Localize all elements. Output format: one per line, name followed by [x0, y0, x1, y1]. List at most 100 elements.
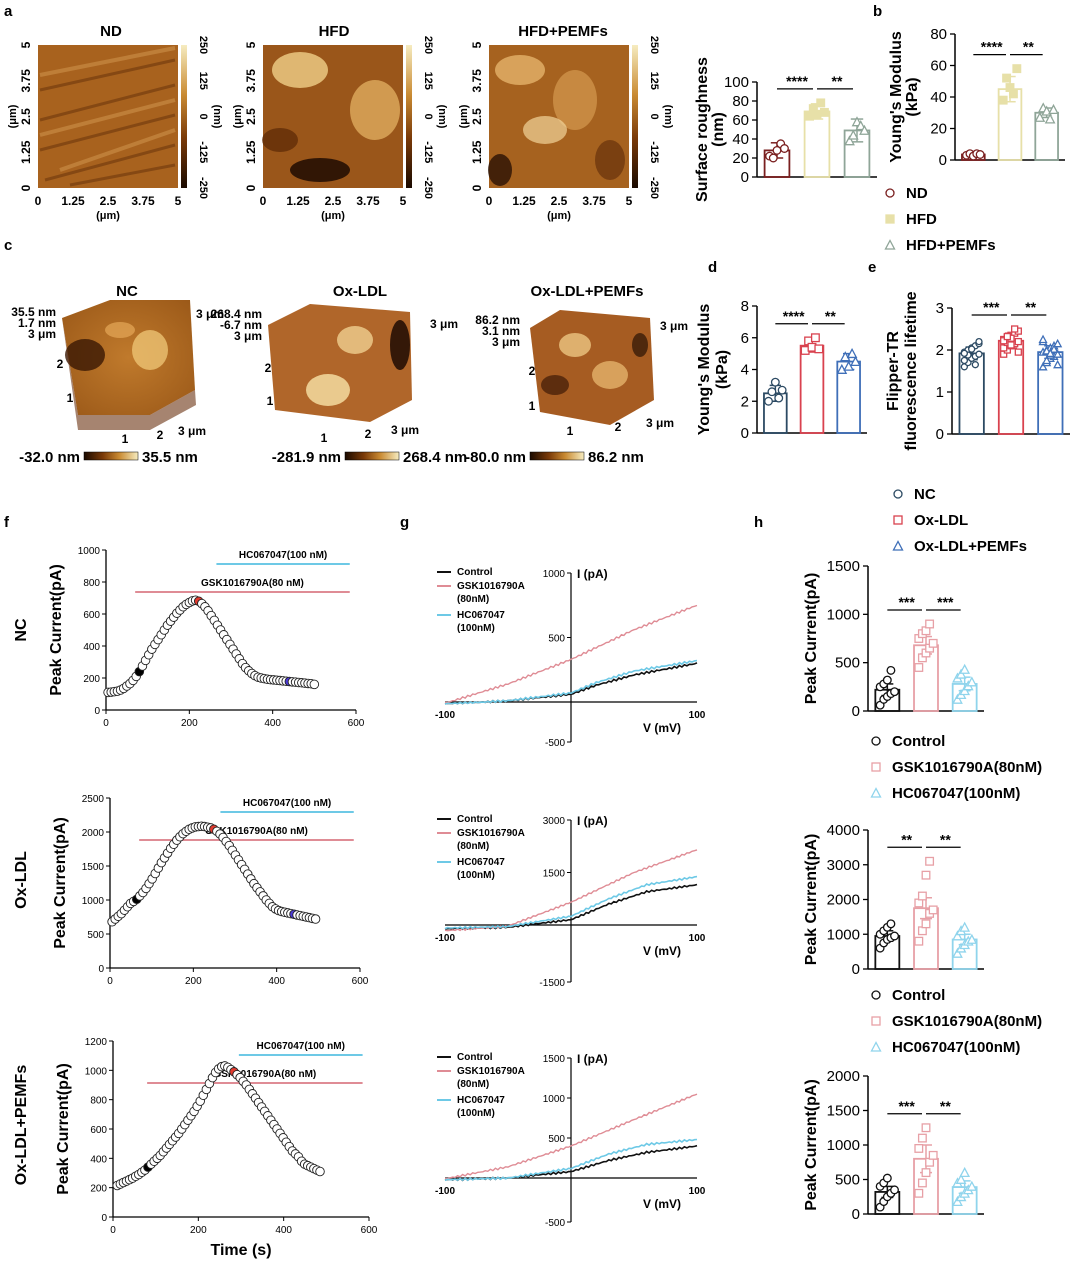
y-tick-label: 0	[852, 1206, 860, 1223]
y-tick-label: 2.5	[470, 108, 484, 125]
legend-label: (80nM)	[457, 841, 489, 852]
data-point	[921, 1168, 931, 1178]
significance-label: ***	[937, 594, 954, 610]
colorbar-tick-label: -125	[197, 141, 209, 163]
colorbar-tick-label: 250	[648, 36, 660, 54]
data-point	[1042, 355, 1052, 365]
legend-label: (80nM)	[457, 594, 489, 605]
data-point	[814, 344, 824, 354]
data-point	[871, 762, 881, 772]
data-point	[779, 144, 789, 153]
y-axis-unit: (μm)	[232, 104, 244, 128]
legend-label: HC067047	[457, 1095, 505, 1106]
y-tick-label: 0	[470, 184, 484, 191]
data-point	[892, 540, 904, 551]
corner-axis-label: 3 μm	[196, 307, 224, 321]
y-tick-label: 4000	[827, 822, 860, 839]
y-tick-label: 1000	[78, 546, 101, 557]
legend-label: NC	[914, 486, 936, 503]
x-tick-label: 1.25	[61, 194, 85, 208]
data-point	[975, 150, 985, 159]
legend-label: HFD	[906, 211, 937, 228]
data-point	[805, 111, 815, 121]
x-tick-label: 0	[103, 718, 109, 729]
bar	[799, 344, 825, 434]
data-point	[914, 1188, 924, 1198]
afm3d-surface	[62, 300, 195, 415]
y-tick-label: 6	[741, 330, 749, 347]
timecourse-f_oxldl_pemfs: Ox-LDL+PEMFs Peak Current(pA) 0 200 400 600 80…	[13, 1037, 378, 1259]
y-tick-label: 2	[529, 364, 536, 378]
data-point	[1011, 325, 1019, 333]
y-tick-label: 5	[470, 41, 484, 48]
scalebar-max-label: 35.5 nm	[142, 449, 198, 466]
legend-label: (80nM)	[457, 1079, 489, 1090]
legend-label: GSK1016790A(80nM)	[892, 759, 1042, 776]
y-axis-label: Young's Modulus	[888, 31, 905, 163]
data-point	[310, 914, 321, 924]
afm3d-title: Ox-LDL+PEMFs	[531, 283, 644, 300]
y-axis-label: I (pA)	[577, 567, 608, 581]
colorbar-tick-label: -250	[648, 177, 660, 199]
z-axis-label: 86.2 nm	[475, 313, 520, 327]
y-tick-label: 4	[741, 362, 749, 379]
x-tick-label: 200	[190, 1225, 207, 1236]
legend-label: Ox-LDL	[914, 512, 968, 529]
y-tick-label: 400	[83, 642, 100, 653]
y-tick-label: 0	[244, 184, 258, 191]
y-tick-label: 500	[548, 1134, 565, 1145]
afm3d-scalebar	[529, 451, 585, 461]
colorbar-tick-label: -125	[422, 141, 434, 163]
x-tick-label: 0	[35, 194, 42, 208]
data-point	[767, 387, 777, 397]
data-point	[885, 188, 895, 198]
data-point	[1053, 349, 1063, 358]
data-point	[914, 1144, 924, 1153]
colorbar-tick-label: 0	[422, 113, 434, 119]
significance-label: ***	[898, 594, 915, 610]
hc-label: HC067047(100 nM)	[239, 550, 327, 561]
series-line-2	[444, 659, 698, 705]
x-tick-label: 2.5	[551, 194, 568, 208]
legend-label: GSK1016790A	[457, 1066, 525, 1077]
y-tick-label: 200	[83, 674, 100, 685]
y-tick-label: 40	[732, 131, 749, 148]
x-tick-label: 400	[275, 1225, 292, 1236]
y-axis-label: fluorescence lifetime	[903, 291, 920, 450]
y-tick-label: -500	[545, 1218, 565, 1229]
x-tick-label: 3.75	[356, 194, 380, 208]
afm3d-title: NC	[116, 283, 138, 300]
legend-label: Control	[457, 1052, 493, 1063]
y-tick-label: 1	[267, 394, 274, 408]
data-point	[309, 679, 320, 690]
data-point	[966, 676, 978, 687]
legend-label: GSK1016790A	[457, 581, 525, 592]
data-point	[917, 1178, 927, 1188]
y-tick-label: 1000	[827, 1137, 860, 1154]
data-point	[921, 1123, 931, 1133]
afm-colorbar	[181, 45, 187, 188]
afm3d-nc: NC	[62, 283, 196, 461]
data-point	[893, 489, 903, 499]
y-tick-label: 1.25	[470, 140, 484, 164]
data-point	[1034, 111, 1046, 122]
afm3d-surface	[530, 310, 654, 425]
y-tick-label: 2.5	[19, 108, 33, 125]
y-tick-label: 0	[19, 184, 33, 191]
y-tick-label: 800	[83, 578, 100, 589]
x-tick-label: 600	[348, 718, 365, 729]
scalebar-max-label: 268.4 nm	[403, 449, 467, 466]
row-label: Ox-LDL+PEMFs	[13, 1065, 30, 1186]
x-tick-label: 0	[110, 1225, 116, 1236]
y-tick-label: 1000	[827, 926, 860, 943]
afm3d-title: Ox-LDL	[333, 283, 387, 300]
scalebar-min-label: -80.0 nm	[465, 449, 526, 466]
significance-label: **	[1025, 299, 1036, 315]
x-tick-label: 1	[122, 432, 129, 446]
gsk-label: GSK1016790A(80 nM)	[205, 826, 308, 837]
legend-label: Control	[457, 567, 493, 578]
data-point	[871, 990, 881, 1000]
legend-label: Ox-LDL+PEMFs	[914, 538, 1027, 555]
